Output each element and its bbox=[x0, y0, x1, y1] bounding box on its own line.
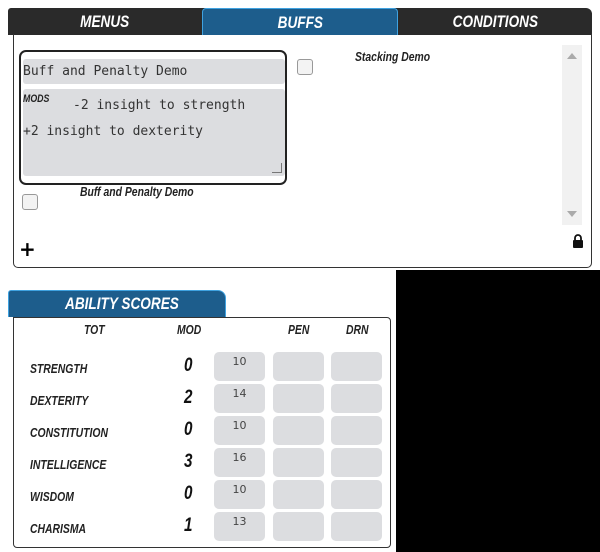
header-drn: DRN bbox=[346, 322, 369, 337]
ability-row-wisdom: WISDOM 0 10 bbox=[14, 480, 390, 510]
ability-drn-input[interactable] bbox=[331, 384, 382, 413]
mods-text[interactable]: -2 insight to strength +2 insight to dex… bbox=[23, 98, 246, 139]
ability-scores-title: ABILITY SCORES bbox=[65, 294, 179, 313]
ability-row-dexterity: DEXTERITY 2 14 bbox=[14, 384, 390, 414]
ability-pen-input[interactable] bbox=[273, 512, 324, 541]
tab-buffs[interactable]: BUFFS bbox=[202, 8, 398, 35]
ability-mod: 0 bbox=[184, 419, 193, 440]
buff-label-buff-and-penalty-demo: Buff and Penalty Demo bbox=[80, 184, 194, 199]
ability-drn-input[interactable] bbox=[331, 352, 382, 381]
buff-edit-card: Buff and Penalty Demo MODS -2 insight to… bbox=[19, 50, 287, 185]
plus-icon[interactable]: + bbox=[19, 237, 36, 261]
ability-pen-input[interactable] bbox=[273, 384, 324, 413]
ability-score-input[interactable]: 16 bbox=[214, 448, 265, 477]
buff-checkbox-stacking-demo[interactable] bbox=[297, 59, 313, 75]
buff-mods-textarea[interactable]: MODS -2 insight to strength +2 insight t… bbox=[23, 89, 285, 176]
tab-bar: MENUS BUFFS CONDITIONS bbox=[8, 8, 592, 35]
scroll-up-icon[interactable] bbox=[567, 53, 577, 59]
ability-row-intelligence: INTELLIGENCE 3 16 bbox=[14, 448, 390, 478]
ability-mod: 2 bbox=[184, 387, 193, 408]
ability-name: DEXTERITY bbox=[30, 393, 89, 408]
scrollbar[interactable] bbox=[562, 45, 582, 225]
lock-icon[interactable] bbox=[572, 234, 584, 248]
ability-name: WISDOM bbox=[30, 489, 74, 504]
ability-score-input[interactable]: 10 bbox=[214, 480, 265, 509]
tab-label: CONDITIONS bbox=[452, 12, 538, 31]
header-tot: TOT bbox=[84, 322, 105, 337]
ability-mod: 0 bbox=[184, 355, 193, 376]
tab-conditions[interactable]: CONDITIONS bbox=[398, 8, 592, 35]
scroll-down-icon[interactable] bbox=[567, 211, 577, 217]
buff-checkbox-buff-and-penalty-demo[interactable] bbox=[22, 194, 38, 210]
header-pen: PEN bbox=[288, 322, 310, 337]
ability-scores-panel: TOT MOD PEN DRN STRENGTH 0 10 DEXTERITY … bbox=[13, 317, 391, 548]
ability-drn-input[interactable] bbox=[331, 480, 382, 509]
ability-mod: 3 bbox=[184, 451, 193, 472]
ability-pen-input[interactable] bbox=[273, 416, 324, 445]
resize-handle-icon[interactable] bbox=[272, 163, 282, 173]
ability-scores-header: ABILITY SCORES bbox=[8, 290, 226, 317]
tab-label: BUFFS bbox=[277, 13, 323, 32]
ability-score-input[interactable]: 10 bbox=[214, 416, 265, 445]
buff-label-stacking-demo: Stacking Demo bbox=[355, 49, 431, 64]
mods-label: MODS bbox=[23, 93, 50, 105]
ability-score-input[interactable]: 14 bbox=[214, 384, 265, 413]
buffs-panel: Buff and Penalty Demo MODS -2 insight to… bbox=[13, 34, 592, 268]
ability-mod: 1 bbox=[184, 515, 193, 536]
ability-drn-input[interactable] bbox=[331, 448, 382, 477]
ability-pen-input[interactable] bbox=[273, 352, 324, 381]
ability-pen-input[interactable] bbox=[273, 480, 324, 509]
ability-name: STRENGTH bbox=[30, 361, 88, 376]
ability-row-constitution: CONSTITUTION 0 10 bbox=[14, 416, 390, 446]
ability-score-input[interactable]: 10 bbox=[214, 352, 265, 381]
ability-row-charisma: CHARISMA 1 13 bbox=[14, 512, 390, 542]
tab-menus[interactable]: MENUS bbox=[8, 8, 202, 35]
ability-pen-input[interactable] bbox=[273, 448, 324, 477]
tab-label: MENUS bbox=[80, 12, 130, 31]
ability-name: INTELLIGENCE bbox=[30, 457, 107, 472]
ability-score-input[interactable]: 13 bbox=[214, 512, 265, 541]
ability-mod: 0 bbox=[184, 483, 193, 504]
blank-area bbox=[396, 270, 600, 552]
ability-name: CHARISMA bbox=[30, 521, 87, 536]
header-mod: MOD bbox=[177, 322, 202, 337]
ability-drn-input[interactable] bbox=[331, 512, 382, 541]
ability-name: CONSTITUTION bbox=[30, 425, 108, 440]
ability-drn-input[interactable] bbox=[331, 416, 382, 445]
buff-name-input[interactable]: Buff and Penalty Demo bbox=[23, 59, 285, 84]
ability-row-strength: STRENGTH 0 10 bbox=[14, 352, 390, 382]
